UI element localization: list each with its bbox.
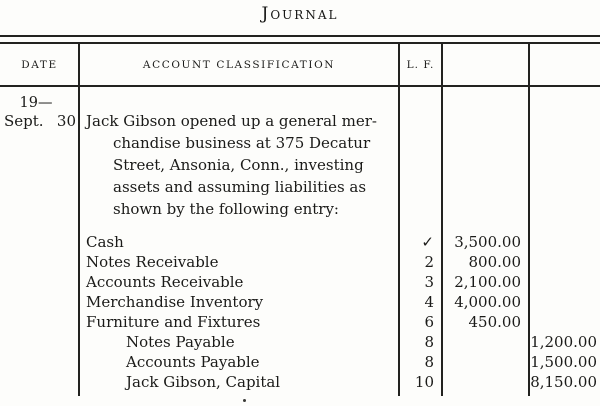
opening-narrative: Jack Gibson opened up a general mer- cha…: [86, 110, 398, 220]
narrative-line: chandise business at 375 Decatur: [113, 134, 371, 152]
journal-entries: Cash ✓ 3,500.00 Notes Receivable 2 800.0…: [0, 232, 600, 392]
entry-date: Sept. 30: [4, 112, 76, 130]
column-line-date-account: [78, 44, 80, 396]
entry-debit: 2,100.00: [454, 273, 521, 291]
entry-credit: [529, 252, 600, 272]
entry-row: Jack Gibson, Capital 10 8,150.00: [0, 372, 600, 392]
entry-debit: 450.00: [468, 313, 522, 331]
entry-credit: [529, 232, 600, 252]
entry-account: Accounts Payable: [126, 353, 260, 371]
entry-debit: [442, 372, 529, 392]
entry-date-year: 19—: [19, 95, 53, 111]
entry-lf: 8: [424, 353, 434, 371]
entry-lf: 10: [414, 373, 434, 391]
entry-row: Merchandise Inventory 4 4,000.00: [0, 292, 600, 312]
entry-lf: 6: [424, 313, 434, 331]
narrative-line: Jack Gibson opened up a general mer-: [86, 112, 377, 130]
entry-date-day: 30: [56, 112, 76, 130]
entry-credit: [529, 312, 600, 332]
entry-debit: 4,000.00: [454, 293, 521, 311]
entry-lf: 4: [424, 293, 434, 311]
entry-credit: 8,150.00: [530, 373, 597, 391]
entry-account: Merchandise Inventory: [86, 293, 264, 311]
entry-row: Accounts Payable 8 1,500.00: [0, 352, 600, 372]
header-date: DATE: [21, 59, 58, 71]
entry-account: Furniture and Fixtures: [86, 313, 261, 331]
entry-debit: [442, 352, 529, 372]
header-account: ACCOUNT CLASSIFICATION: [142, 59, 336, 71]
entry-lf-check-mark: ✓: [421, 233, 434, 251]
narrative-line: shown by the following entry:: [113, 200, 339, 218]
narrative-line: assets and assuming liabilities as: [113, 178, 367, 196]
entry-lf: 3: [424, 273, 434, 291]
scan-speck: [243, 399, 246, 402]
entry-lf: 2: [424, 253, 434, 271]
entry-account: Cash: [86, 233, 124, 251]
entry-row: Furniture and Fixtures 6 450.00: [0, 312, 600, 332]
entry-account: Accounts Receivable: [86, 273, 244, 291]
entry-debit: [442, 332, 529, 352]
top-double-rule-lower: [0, 42, 600, 44]
entry-row: Cash ✓ 3,500.00: [0, 232, 600, 252]
entry-row: Notes Payable 8 1,200.00: [0, 332, 600, 352]
column-line-account-lf: [398, 44, 400, 396]
entry-credit: [529, 272, 600, 292]
column-line-lf-debit: [441, 44, 443, 396]
entry-debit: 3,500.00: [454, 233, 521, 251]
header-lf: L. F.: [406, 59, 435, 71]
column-line-debit-credit: [528, 44, 530, 396]
entry-account: Notes Receivable: [86, 253, 219, 271]
entry-debit: 800.00: [468, 253, 522, 271]
entry-lf: 8: [424, 333, 434, 351]
entry-row: Accounts Receivable 3 2,100.00: [0, 272, 600, 292]
page-title: Journal: [261, 4, 339, 24]
entry-credit: [529, 292, 600, 312]
entry-account: Notes Payable: [126, 333, 235, 351]
top-double-rule-upper: [0, 35, 600, 37]
entry-row: Notes Receivable 2 800.00: [0, 252, 600, 272]
entry-account: Jack Gibson, Capital: [126, 373, 281, 391]
entry-date-month: Sept.: [4, 112, 44, 130]
header-bottom-rule: [0, 85, 600, 87]
entry-credit: 1,200.00: [530, 333, 597, 351]
entry-credit: 1,500.00: [530, 353, 597, 371]
narrative-line: Street, Ansonia, Conn., investing: [113, 156, 364, 174]
